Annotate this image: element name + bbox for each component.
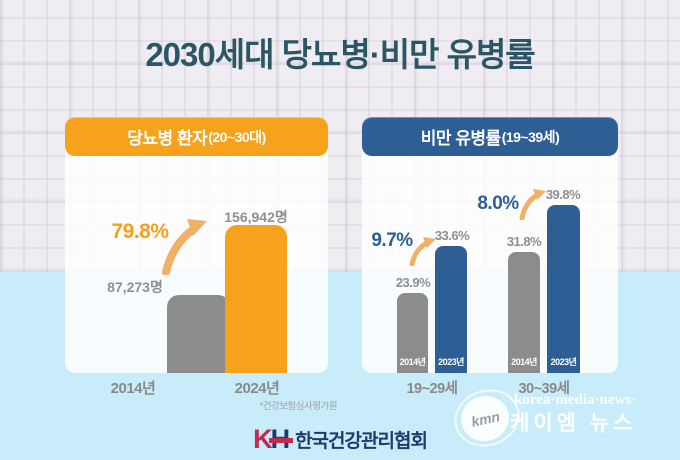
obesity-panel-title: 비만 유병률 [420,129,501,148]
diabetes-panel-age-range: (20~30대) [208,128,266,145]
bar-year-label: 2023년 [438,357,464,367]
obesity-change-label-group1: 9.7% [371,230,413,251]
bar-value-label: 23.9% [395,275,431,290]
page-title: 2030세대 당뇨병·비만 유병률 [145,36,535,73]
diabetes-change-label: 79.8% [111,220,169,243]
bar-value-label: 33.6% [434,228,470,243]
kmn-logo-icon: kmn [469,407,501,430]
logo-crossbar [269,438,294,443]
diabetes-bar-2024 [225,225,287,373]
kh-logo-icon: KH [253,424,294,454]
diabetes-bar-2014 [167,295,230,373]
org-logo: KH 한국건강관리협회 [0,426,680,453]
obesity-panel: 비만 유병률 (19~39세) 9.7% 23.9% 33.6% 2014년 20… [362,117,618,373]
diabetes-panel-title: 당뇨병 환자 [127,129,208,148]
increase-arrow-icon [162,219,207,275]
org-name: 한국건강관리협회 [295,431,428,452]
bar-year-label: 2014년 [399,357,426,367]
obesity-bar-group2-2014: 2014년 [508,252,540,373]
obesity-bar-group1-2023: 2023년 [435,246,467,373]
diabetes-panel-header: 당뇨병 환자 (20~30대) [65,117,328,156]
diabetes-panel: 당뇨병 환자 (20~30대) 79.8% 87,273명 156,942명 [65,117,328,373]
diabetes-axis-label-2024: 2024년 [234,380,280,397]
obesity-axis-label-group1: 19~29세 [406,381,458,397]
obesity-axis-label-group2: 30~39세 [518,381,570,397]
obesity-panel-age-range: (19~39세) [501,128,560,145]
obesity-bar-group1-2014: 2014년 [397,293,428,373]
bar-value-label: 39.8% [545,187,581,202]
obesity-bar-group2-2023: 2023년 [547,205,580,373]
obesity-change-label-group2: 8.0% [477,193,519,214]
obesity-panel-header: 비만 유병률 (19~39세) [362,117,618,156]
diabetes-axis-label-2014: 2014년 [110,380,156,397]
bar-value-label-2024: 156,942명 [224,209,288,225]
bar-year-label: 2014년 [511,357,537,367]
watermark-korean: 케이엠 뉴스 [510,412,637,435]
increase-arrow-icon [519,189,546,220]
bar-value-label: 31.8% [506,234,542,249]
increase-arrow-icon [409,237,436,266]
logo-letter-k: K [253,424,272,454]
source-note: *건강보험심사평가원 [259,401,338,412]
watermark-english: ·korea·media·news· [509,392,637,408]
bar-year-label: 2023년 [550,357,577,367]
bar-value-label-2014: 87,273명 [107,279,163,295]
